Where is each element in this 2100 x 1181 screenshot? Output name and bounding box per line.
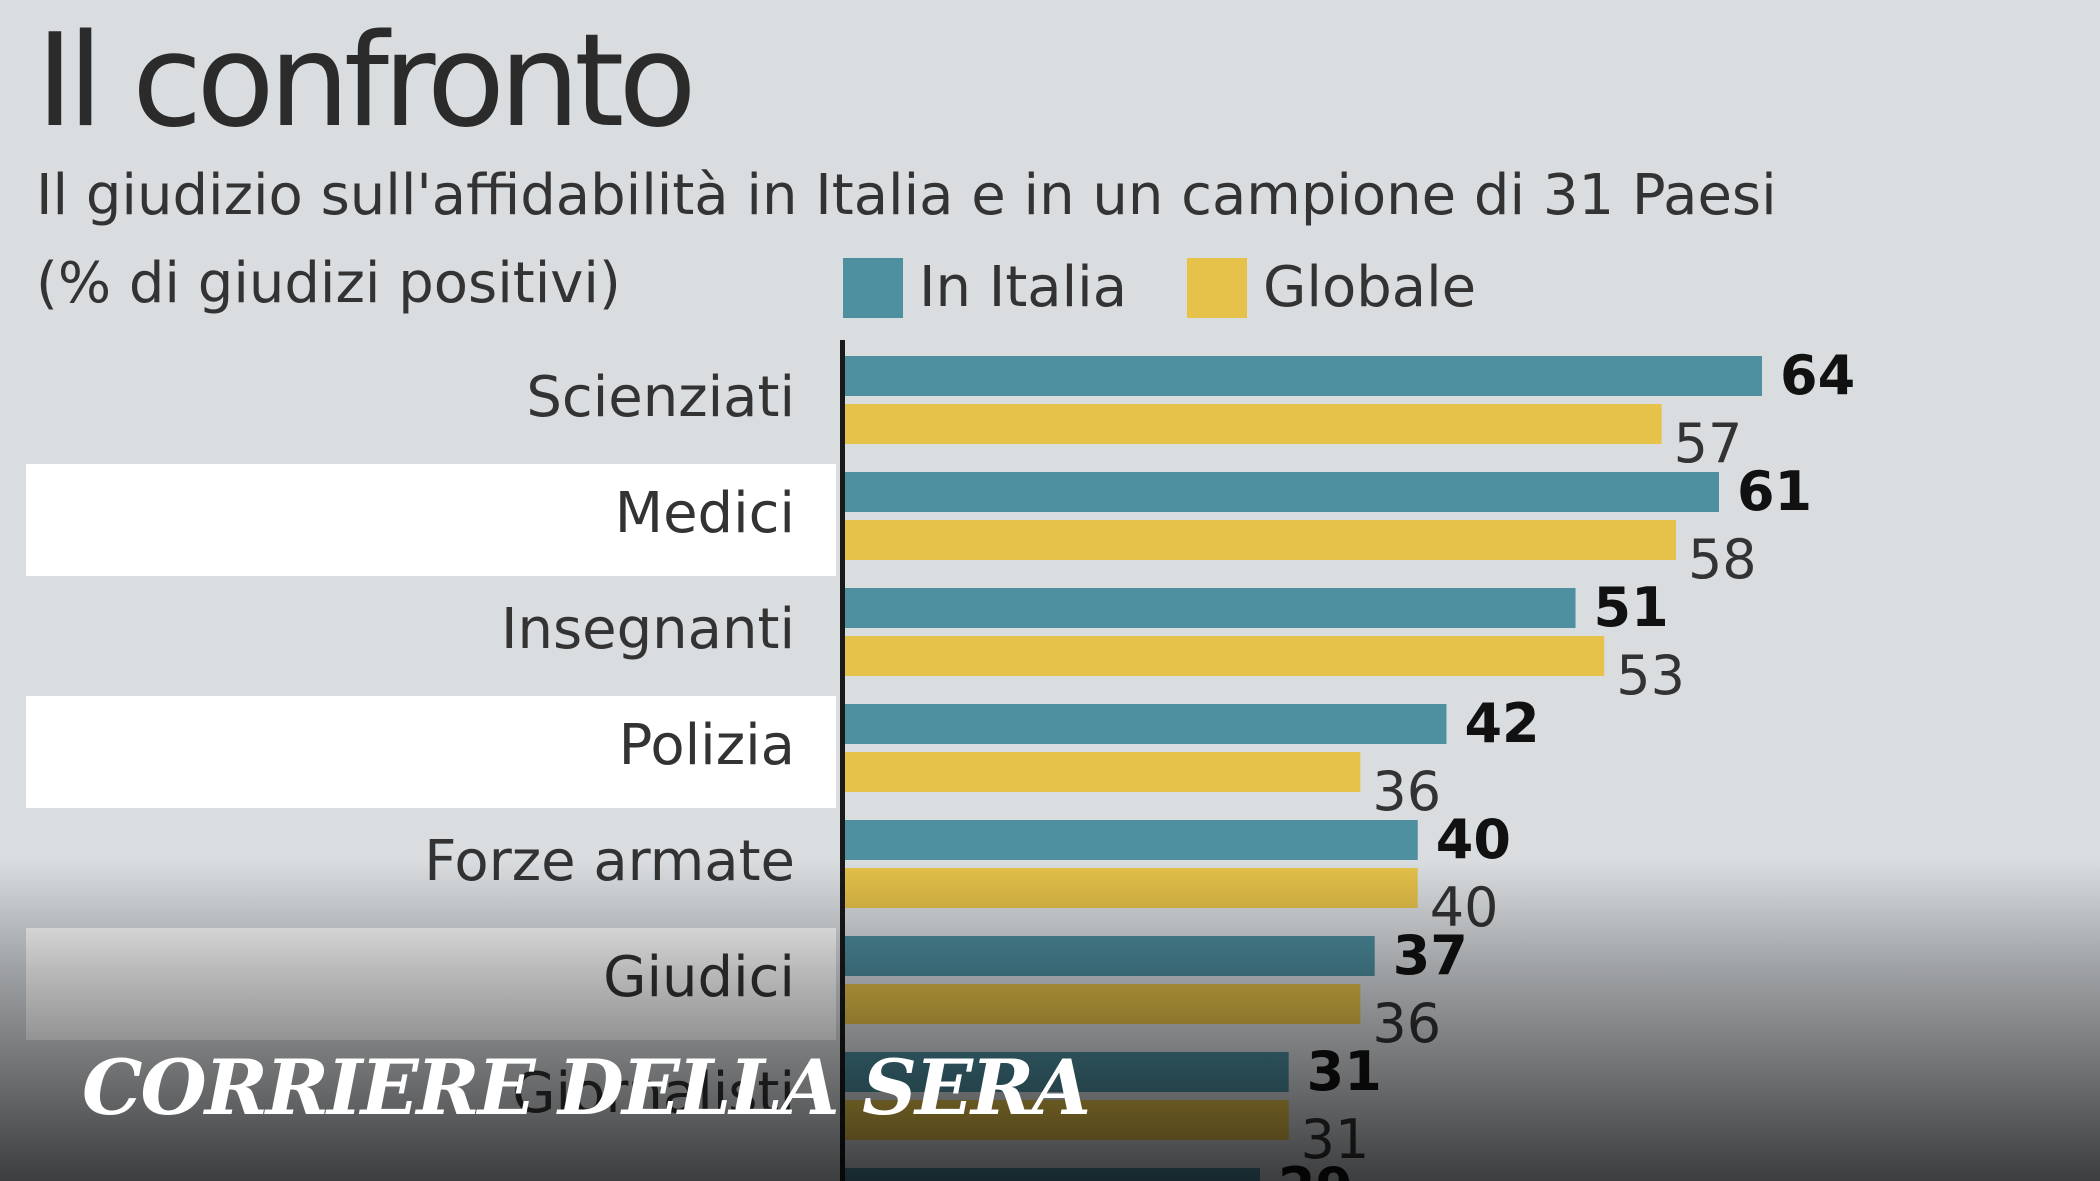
bar-globale — [844, 404, 1662, 444]
bar-italia — [844, 588, 1576, 628]
category-label: Polizia — [619, 713, 795, 778]
bar-italia — [844, 936, 1375, 976]
data-label-globale: 36 — [1372, 760, 1441, 823]
data-label-italia: 61 — [1737, 460, 1812, 523]
legend-label-globale: Globale — [1263, 255, 1477, 320]
data-label-italia-partial: 29 — [1278, 1156, 1353, 1181]
data-label-globale: 57 — [1674, 412, 1743, 475]
data-label-globale: 58 — [1688, 528, 1757, 591]
bar-globale — [844, 984, 1361, 1024]
legend: In Italia Globale — [843, 258, 1536, 318]
category-label: Scienziati — [526, 365, 795, 430]
category-label: Medici — [615, 481, 795, 546]
publisher-logo: CORRIERE DELLA SERA — [82, 1043, 1091, 1132]
y-axis-line — [840, 340, 845, 1181]
data-label-globale: 53 — [1616, 644, 1685, 707]
bar-globale — [844, 520, 1676, 560]
legend-swatch-globale — [1187, 258, 1248, 318]
data-label-italia: 40 — [1436, 808, 1511, 871]
bar-globale — [844, 868, 1418, 908]
bar-italia — [844, 704, 1447, 744]
row-band — [26, 696, 836, 808]
row-band — [26, 464, 836, 576]
data-label-italia: 31 — [1307, 1040, 1382, 1103]
bar-globale — [844, 752, 1361, 792]
legend-swatch-italia — [843, 258, 903, 318]
category-label: Insegnanti — [501, 597, 795, 662]
data-label-italia: 51 — [1594, 576, 1669, 639]
legend-label-italia: In Italia — [919, 255, 1128, 320]
bar-italia — [844, 356, 1762, 396]
data-label-italia: 37 — [1393, 924, 1468, 987]
bar-italia — [844, 820, 1418, 860]
bar-italia — [844, 472, 1719, 512]
chart-title: Il confronto — [36, 7, 697, 156]
bar-globale — [844, 636, 1605, 676]
bar-italia-partial — [844, 1168, 1260, 1181]
chart-subtitle: Il giudizio sull'affidabilità in Italia … — [36, 163, 1777, 228]
data-label-italia: 64 — [1780, 344, 1855, 407]
category-label: Forze armate — [424, 829, 795, 894]
unit-note: (% di giudizi positivi) — [36, 251, 621, 316]
category-label: Giudici — [603, 945, 795, 1010]
data-label-globale: 36 — [1372, 992, 1441, 1055]
data-label-italia: 42 — [1464, 692, 1539, 755]
